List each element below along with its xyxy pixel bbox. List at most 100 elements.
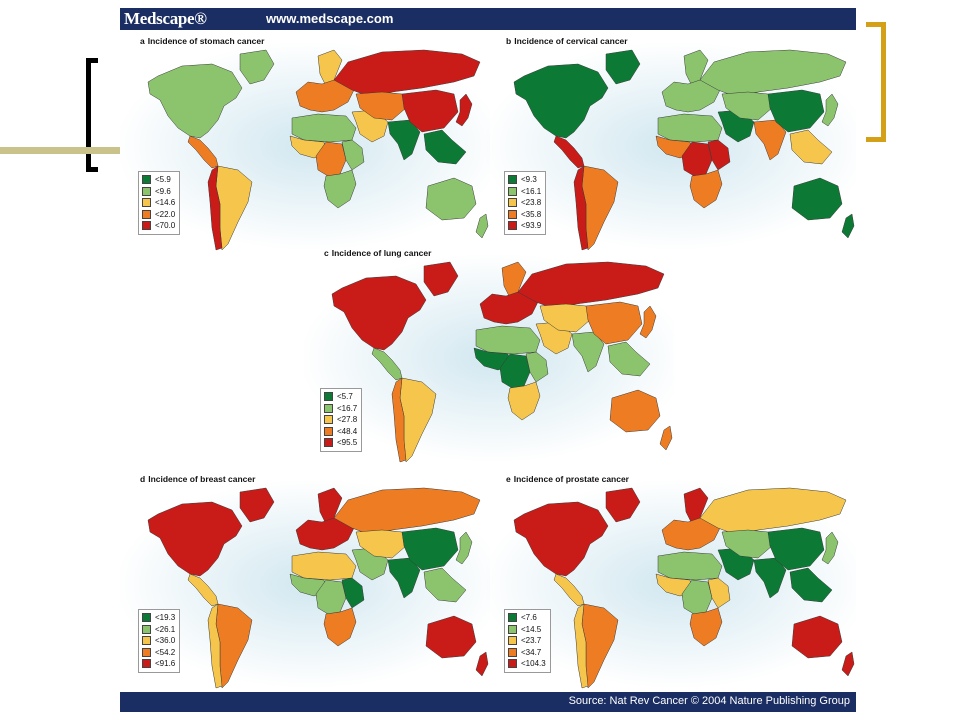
legend-label: <19.3	[155, 613, 176, 623]
region-japan	[821, 93, 839, 127]
region-north-america	[147, 501, 243, 577]
region-southeast-asia	[789, 567, 833, 603]
legend-item: <93.9	[508, 220, 541, 232]
panel-prostate: e Incidence of prostate cancer <7.6 <14.5 <…	[486, 474, 856, 694]
legend-swatch	[508, 186, 517, 196]
legend-label: <7.6	[521, 613, 537, 623]
region-andes	[391, 377, 407, 463]
region-andes	[207, 603, 223, 689]
region-central-america	[553, 573, 585, 607]
legend-label: <54.2	[155, 647, 176, 657]
legend-cervical: <9.3 <16.1 <23.8 <35.8 <93.9	[504, 171, 547, 235]
region-australia	[791, 177, 843, 221]
region-central-africa	[681, 141, 713, 177]
legend-label: <35.8	[521, 209, 542, 219]
world-map-lung	[304, 253, 674, 463]
region-central-africa	[681, 579, 713, 615]
legend-swatch	[324, 426, 333, 436]
region-southeast-asia	[789, 129, 833, 165]
region-japan	[455, 93, 473, 127]
legend-item: <34.7	[508, 647, 546, 659]
region-greenland	[423, 261, 459, 297]
region-greenland	[605, 487, 641, 523]
panel-title: a Incidence of stomach cancer	[140, 36, 264, 46]
legend-item: <7.6	[508, 612, 546, 624]
legend-swatch	[142, 175, 151, 185]
region-east-africa	[707, 139, 731, 171]
legend-prostate: <7.6 <14.5 <23.7 <34.7 <104.3	[504, 609, 551, 673]
footer-bar: Source: Nat Rev Cancer © 2004 Nature Pub…	[120, 692, 856, 712]
region-new-zealand	[841, 651, 855, 677]
legend-label: <5.7	[337, 392, 353, 402]
region-southern-africa	[323, 169, 357, 209]
region-europe	[295, 515, 355, 551]
legend-swatch	[324, 438, 333, 448]
panel-letter: d	[140, 474, 146, 484]
region-japan	[455, 531, 473, 565]
region-china	[585, 301, 643, 345]
legend-label: <36.0	[155, 636, 176, 646]
region-china	[767, 89, 825, 133]
region-new-zealand	[475, 213, 489, 239]
panel-cervical: b Incidence of cervical cancer <9.3 <16.1 <…	[486, 36, 856, 256]
legend-item: <14.5	[508, 624, 546, 636]
legend-item: <5.9	[142, 174, 175, 186]
world-map-stomach	[120, 41, 490, 251]
region-china	[767, 527, 825, 571]
legend-item: <22.0	[142, 209, 175, 221]
legend-item: <48.4	[324, 426, 357, 438]
legend-label: <16.7	[337, 403, 358, 413]
region-north-africa	[657, 113, 723, 143]
legend-item: <27.8	[324, 414, 357, 426]
legend-label: <27.8	[337, 415, 358, 425]
region-north-africa	[291, 113, 357, 143]
right-bracket-decoration	[866, 22, 886, 142]
region-central-america	[187, 573, 219, 607]
accent-line-decoration	[0, 147, 122, 154]
world-map-cervical	[486, 41, 856, 251]
region-andes	[207, 165, 223, 251]
legend-label: <14.5	[521, 624, 542, 634]
region-central-asia	[721, 91, 773, 121]
region-central-asia	[355, 529, 407, 559]
region-japan	[639, 305, 657, 339]
source-credit: Source: Nat Rev Cancer © 2004 Nature Pub…	[568, 695, 850, 707]
legend-swatch	[324, 403, 333, 413]
legend-item: <14.6	[142, 197, 175, 209]
world-map-prostate	[486, 479, 856, 689]
legend-swatch	[508, 647, 517, 657]
region-central-asia	[721, 529, 773, 559]
legend-swatch	[142, 636, 151, 646]
world-map-breast	[120, 479, 490, 689]
region-japan	[821, 531, 839, 565]
legend-label: <26.1	[155, 624, 176, 634]
legend-label: <91.6	[155, 659, 176, 669]
left-bracket-decoration	[86, 58, 98, 172]
header-bar: Medscape® www.medscape.com	[120, 8, 856, 30]
region-east-africa	[525, 351, 549, 383]
legend-item: <54.2	[142, 647, 175, 659]
region-andes	[573, 603, 589, 689]
panel-title: c Incidence of lung cancer	[324, 248, 431, 258]
legend-breast: <19.3 <26.1 <36.0 <54.2 <91.6	[138, 609, 181, 673]
figure: Medscape® www.medscape.com a Incidence of…	[120, 8, 856, 712]
legend-label: <104.3	[521, 659, 546, 669]
legend-label: <5.9	[155, 175, 171, 185]
legend-label: <23.7	[521, 636, 542, 646]
panel-breast: d Incidence of breast cancer <19.3 <26.1 <3…	[120, 474, 490, 694]
panel-title-text: Incidence of stomach cancer	[147, 36, 265, 46]
legend-swatch	[508, 624, 517, 634]
legend-swatch	[142, 209, 151, 219]
panel-letter: c	[324, 248, 329, 258]
legend-swatch	[142, 624, 151, 634]
panel-title-text: Incidence of prostate cancer	[513, 474, 629, 484]
region-north-america	[147, 63, 243, 139]
legend-label: <16.1	[521, 186, 542, 196]
region-australia	[791, 615, 843, 659]
region-southeast-asia	[423, 129, 467, 165]
region-australia	[425, 615, 477, 659]
region-central-africa	[315, 141, 347, 177]
legend-swatch	[508, 659, 517, 669]
panel-title: e Incidence of prostate cancer	[506, 474, 629, 484]
legend-item: <91.6	[142, 658, 175, 670]
